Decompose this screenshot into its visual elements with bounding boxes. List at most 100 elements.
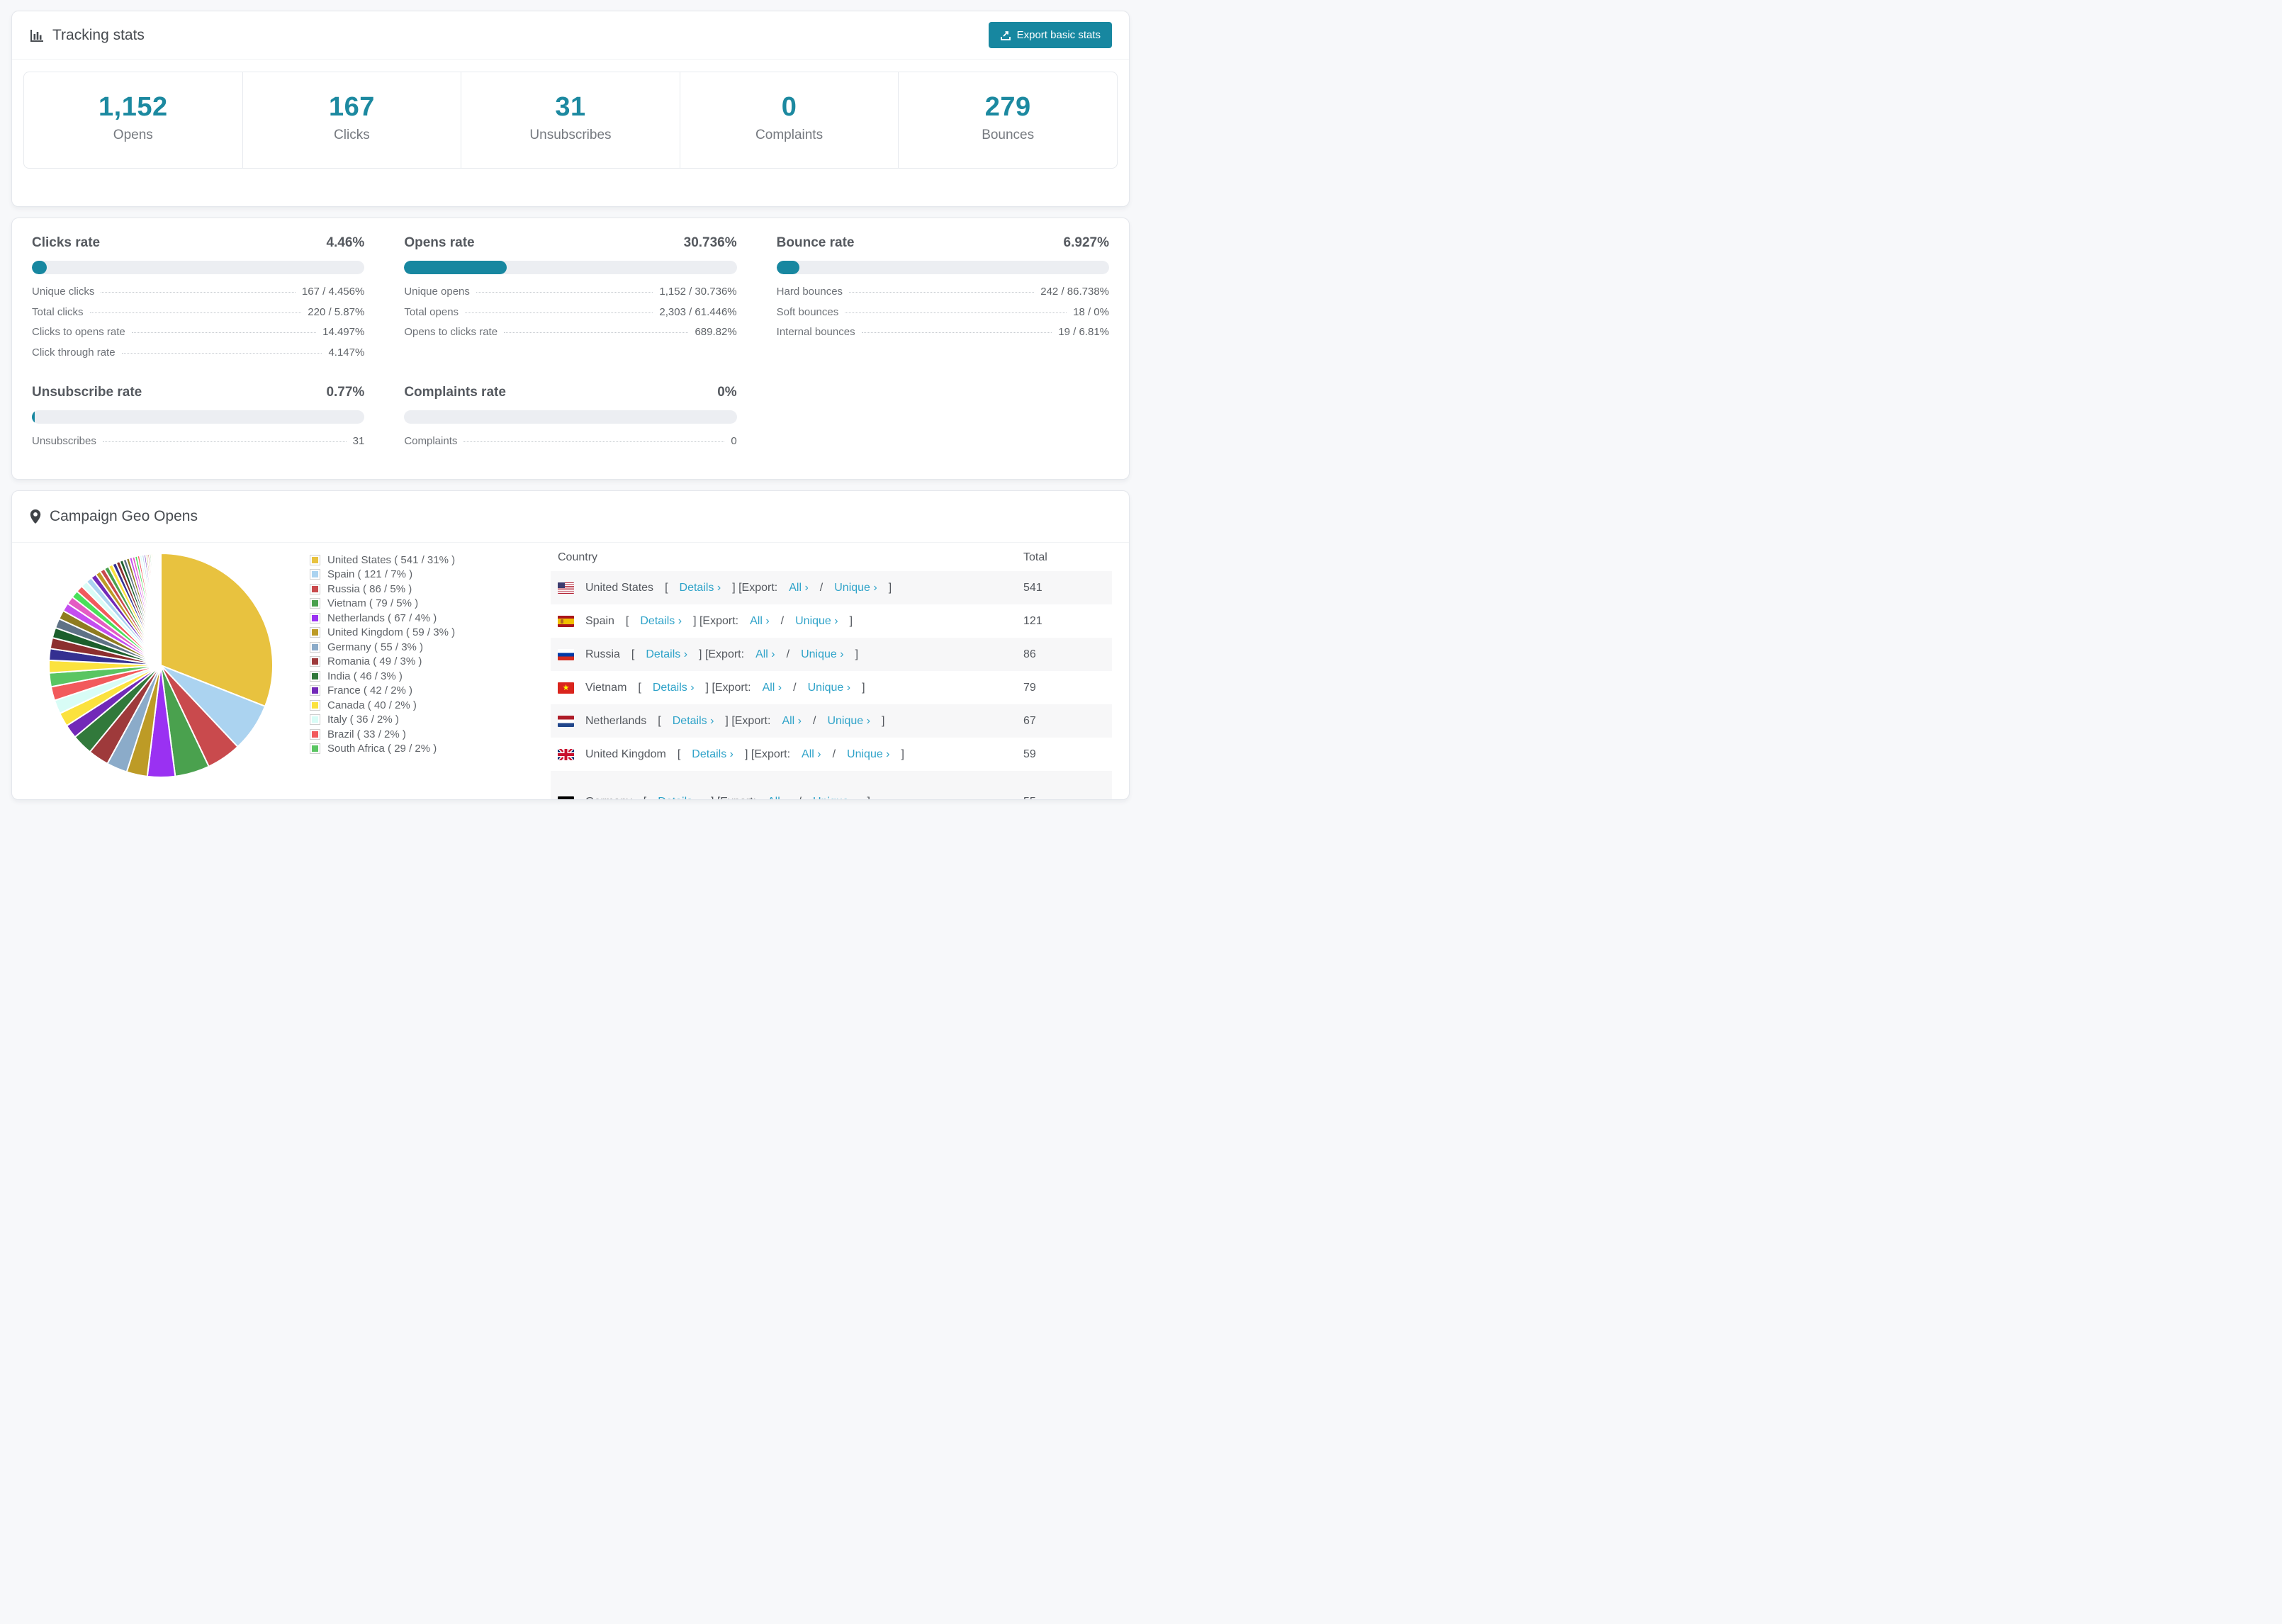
vn-flag-icon xyxy=(558,682,574,694)
dotted-leader xyxy=(121,352,322,354)
progress-bar xyxy=(776,261,1109,274)
rate-row-label: Unsubscribes xyxy=(32,435,96,447)
export-all-link[interactable]: All › xyxy=(782,714,802,727)
legend-label: Netherlands ( 67 / 4% ) xyxy=(327,611,437,624)
rate-rows: Hard bounces 242 / 86.738% Soft bounces 18 … xyxy=(777,286,1109,346)
nl-flag-icon xyxy=(558,715,574,727)
bracket-text: ] xyxy=(862,681,865,694)
legend-item-brazil: Brazil ( 33 / 2% ) xyxy=(310,727,551,742)
bracket-text: / xyxy=(799,796,802,799)
rate-row: Clicks to opens rate 14.497% xyxy=(32,326,364,346)
export-all-link[interactable]: All › xyxy=(768,796,787,799)
legend-label: Vietnam ( 79 / 5% ) xyxy=(327,597,419,610)
stat-label: Unsubscribes xyxy=(529,128,612,142)
progress-bar-fill xyxy=(32,410,35,424)
rate-row-value: 4.147% xyxy=(328,346,365,359)
bracket-text: [ xyxy=(677,748,681,760)
export-unique-link[interactable]: Unique › xyxy=(807,681,851,694)
stat-complaints: 0 Complaints xyxy=(680,72,899,168)
dotted-leader xyxy=(463,441,725,442)
rate-title-row: Opens rate 30.736% xyxy=(404,235,736,251)
details-link[interactable]: Details › xyxy=(646,648,688,660)
country-cell: Russia [Details ›] [Export: All › / Uniq… xyxy=(551,638,1016,671)
table-row-spain: Spain [Details ›] [Export: All › / Uniqu… xyxy=(551,604,1112,638)
geo-body: United States ( 541 / 31% ) Spain ( 121 /… xyxy=(12,543,1129,799)
country-name: Russia xyxy=(585,648,620,660)
es-flag-icon xyxy=(558,615,574,627)
legend-swatch-icon xyxy=(310,670,320,682)
us-flag-icon xyxy=(558,582,574,594)
details-link[interactable]: Details › xyxy=(679,581,721,594)
export-unique-link[interactable]: Unique › xyxy=(834,581,877,594)
pie-legend: United States ( 541 / 31% ) Spain ( 121 /… xyxy=(310,543,551,799)
details-link[interactable]: Details › xyxy=(658,796,699,799)
progress-bar xyxy=(404,261,737,274)
country-cell: United States [Details ›] [Export: All ›… xyxy=(551,571,1016,604)
export-all-link[interactable]: All › xyxy=(789,581,809,594)
legend-item-vietnam: Vietnam ( 79 / 5% ) xyxy=(310,597,551,611)
rate-row-value: 220 / 5.87% xyxy=(308,305,365,318)
legend-item-germany: Germany ( 55 / 3% ) xyxy=(310,640,551,655)
rate-row-label: Click through rate xyxy=(32,346,116,359)
country-flex: Russia [Details ›] [Export: All › / Uniq… xyxy=(558,648,1009,661)
legend-item-india: India ( 46 / 3% ) xyxy=(310,669,551,684)
legend-label: Germany ( 55 / 3% ) xyxy=(327,641,424,653)
legend-item-south-africa: South Africa ( 29 / 2% ) xyxy=(310,742,551,757)
export-all-link[interactable]: All › xyxy=(750,614,770,627)
bracket-text: [ xyxy=(638,681,641,694)
details-link[interactable]: Details › xyxy=(652,681,695,694)
de-flag-icon xyxy=(558,796,574,799)
bracket-text: / xyxy=(786,648,790,660)
dotted-leader xyxy=(89,312,302,313)
dotted-leader xyxy=(504,332,689,333)
legend-item-france: France ( 42 / 2% ) xyxy=(310,684,551,699)
total-cell: 541 xyxy=(1023,581,1042,594)
country-cell: Vietnam [Details ›] [Export: All › / Uni… xyxy=(551,671,1016,704)
export-unique-link[interactable]: Unique › xyxy=(847,748,890,760)
legend-swatch-icon xyxy=(310,569,320,580)
table-row-vietnam: Vietnam [Details ›] [Export: All › / Uni… xyxy=(551,671,1112,704)
map-pin-icon xyxy=(29,509,42,524)
export-all-link[interactable]: All › xyxy=(762,681,782,694)
rate-rows: Unique opens 1,152 / 30.736% Total opens 2,… xyxy=(404,286,736,346)
rate-row-value: 14.497% xyxy=(322,326,365,338)
export-unique-link[interactable]: Unique › xyxy=(827,714,870,727)
bracket-text: ] [Export: xyxy=(725,714,771,727)
country-name: Vietnam xyxy=(585,681,627,694)
export-unique-link[interactable]: Unique › xyxy=(813,796,855,799)
rate-row: Unique opens 1,152 / 30.736% xyxy=(404,286,736,306)
column-header-total: Total xyxy=(1023,551,1047,563)
bracket-text: [ xyxy=(665,581,668,594)
page-title: Tracking stats xyxy=(52,26,145,43)
rate-title: Complaints rate xyxy=(404,385,506,400)
export-all-link[interactable]: All › xyxy=(755,648,775,660)
legend-swatch-icon xyxy=(310,699,320,711)
export-unique-link[interactable]: Unique › xyxy=(801,648,844,660)
export-basic-stats-button[interactable]: Export basic stats xyxy=(988,22,1112,48)
rate-rows: Unique clicks 167 / 4.456% Total clicks 220… xyxy=(32,286,364,366)
country-cell: Netherlands [Details ›] [Export: All › /… xyxy=(551,704,1016,738)
country-cell: Spain [Details ›] [Export: All › / Uniqu… xyxy=(551,604,1016,638)
details-link[interactable]: Details › xyxy=(640,614,682,627)
export-all-link[interactable]: All › xyxy=(802,748,821,760)
rate-rows: Complaints 0 xyxy=(404,435,736,456)
stat-value: 167 xyxy=(328,92,375,122)
country-flex: United Kingdom [Details ›] [Export: All … xyxy=(558,748,1009,761)
rate-row-label: Total clicks xyxy=(32,305,84,318)
rate-title: Clicks rate xyxy=(32,235,101,250)
legend-label: Brazil ( 33 / 2% ) xyxy=(327,728,406,740)
rate-row: Total clicks 220 / 5.87% xyxy=(32,306,364,327)
bracket-text: [ xyxy=(643,796,646,799)
export-unique-link[interactable]: Unique › xyxy=(795,614,838,627)
legend-item-canada: Canada ( 40 / 2% ) xyxy=(310,698,551,713)
rate-row-value: 167 / 4.456% xyxy=(301,286,365,298)
dotted-leader xyxy=(131,332,317,333)
bracket-text: ] xyxy=(888,581,892,594)
dotted-leader xyxy=(102,441,347,442)
rate-block-clicks-rate: Clicks rate 4.46% Unique clicks 167 / 4.456… xyxy=(32,235,365,366)
stat-unsubscribes: 31 Unsubscribes xyxy=(461,72,680,168)
details-link[interactable]: Details › xyxy=(672,714,714,727)
country-cell: United Kingdom [Details ›] [Export: All … xyxy=(551,738,1016,771)
details-link[interactable]: Details › xyxy=(692,748,734,760)
bar-chart-icon xyxy=(29,28,45,43)
